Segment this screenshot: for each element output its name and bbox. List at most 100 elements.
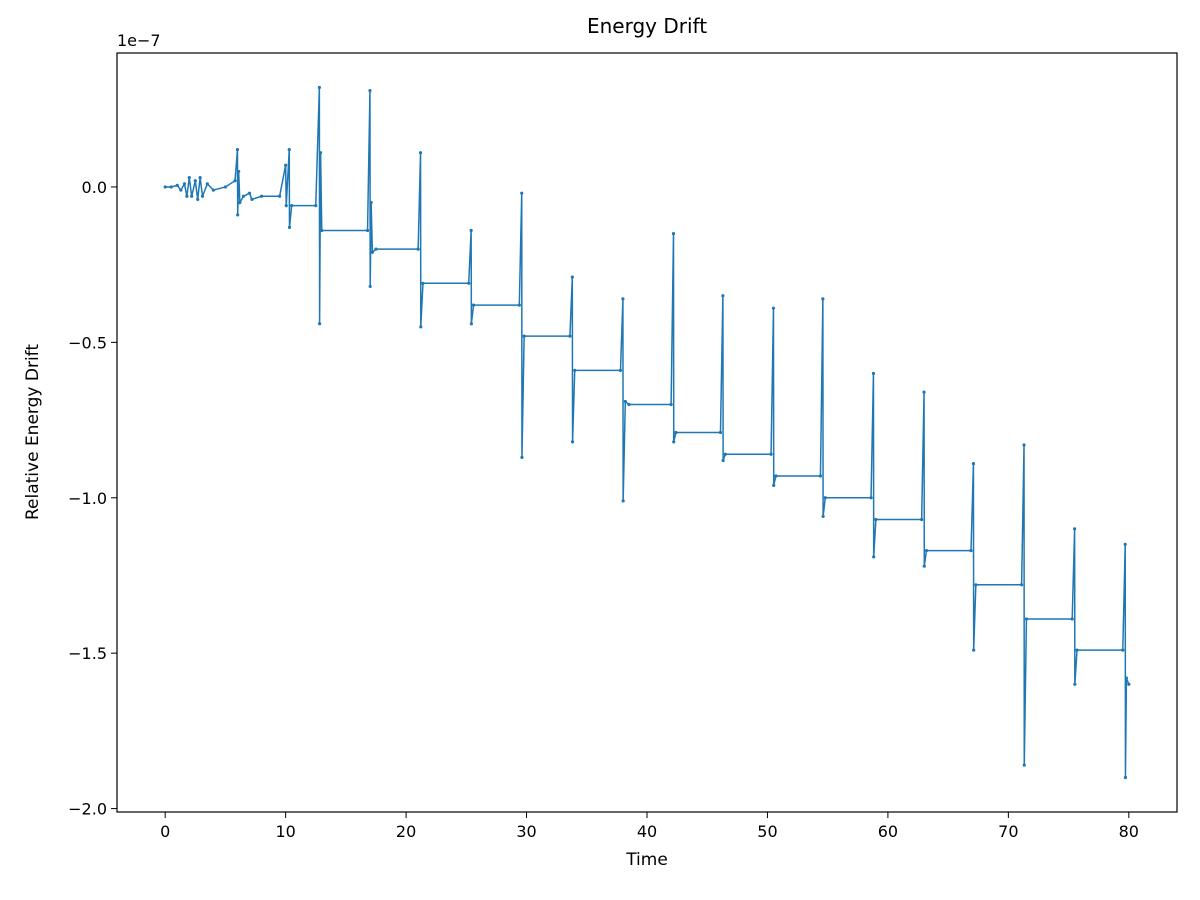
data-point [1123,542,1127,546]
data-point [374,247,378,251]
data-point [250,197,254,201]
data-point [517,303,521,307]
data-point [318,322,322,326]
data-point [190,194,194,198]
data-point [1073,527,1077,531]
data-point [627,402,631,407]
data-point [241,194,246,198]
data-point [236,213,240,217]
data-line [165,87,1130,778]
data-point [196,197,200,201]
data-point [1024,617,1029,621]
y-tick-label: −2.0 [68,800,107,819]
data-point [573,368,577,372]
y-tick-label: −1.5 [68,644,107,663]
data-point [871,371,876,376]
data-point [469,228,473,233]
data-point [318,151,323,155]
y-offset-text: 1e−7 [117,31,161,50]
data-point [211,188,215,192]
data-point [278,194,282,198]
data-point [223,185,228,189]
x-tick-label: 40 [637,822,657,841]
x-tick-label: 50 [757,822,777,841]
data-point [623,399,627,404]
data-point [290,204,294,208]
data-point [674,430,678,435]
data-point [233,179,237,183]
data-point [1073,682,1077,686]
data-point [419,325,423,329]
y-axis-label: Relative Energy Drift [23,344,43,520]
y-tick-label: 0.0 [82,178,107,197]
data-point [922,390,926,394]
data-point [1121,648,1125,652]
data-point [621,297,625,301]
x-tick-label: 60 [878,822,898,841]
data-point [821,297,825,301]
data-point [621,499,625,503]
data-point [872,555,876,559]
data-point [421,281,425,285]
data-point [247,191,252,195]
data-point [185,194,189,198]
x-tick-label: 80 [1119,822,1139,841]
data-point [175,183,179,188]
data-point [1124,676,1129,680]
data-point [193,179,197,183]
data-point [920,517,924,522]
data-point [287,225,292,229]
data-point [369,200,373,205]
x-tick-label: 70 [998,822,1018,841]
data-point [169,185,173,189]
data-point [869,496,873,500]
data-point [568,334,572,338]
data-point [669,402,673,407]
data-point [924,549,929,553]
data-point [1070,617,1074,621]
data-point [259,194,264,198]
data-point [317,85,321,90]
data-point [467,281,471,285]
data-point [823,496,827,500]
data-point [416,247,420,251]
y-tick-label: −0.5 [68,333,107,352]
data-point [284,163,288,167]
data-point [287,148,291,152]
data-point [772,483,776,487]
data-point [235,148,240,152]
data-point [769,452,773,456]
data-point [179,188,183,192]
data-point [771,306,776,310]
data-point [672,440,676,444]
data-point [972,648,976,652]
data-point [974,583,978,587]
data-point [182,182,187,186]
data-point [471,303,476,307]
x-tick-label: 20 [396,822,416,841]
data-point [187,176,191,180]
data-point [570,275,574,279]
data-point [922,564,926,568]
data-point [314,204,318,208]
data-point [821,514,825,519]
data-point [200,194,205,198]
data-point [818,474,823,478]
data-point [721,294,725,298]
data-point [320,228,324,233]
data-point [198,176,202,180]
plot-frame [116,52,1178,813]
data-point [671,231,676,236]
data-point [570,440,575,444]
data-point [368,284,372,289]
data-point [520,455,524,459]
data-point [520,191,524,195]
data-point [1123,775,1128,780]
data-point [469,322,473,326]
x-tick-label: 10 [275,822,295,841]
data-point [1022,443,1026,447]
data-point [205,182,209,186]
data-point [238,200,242,205]
data-point [163,185,167,189]
